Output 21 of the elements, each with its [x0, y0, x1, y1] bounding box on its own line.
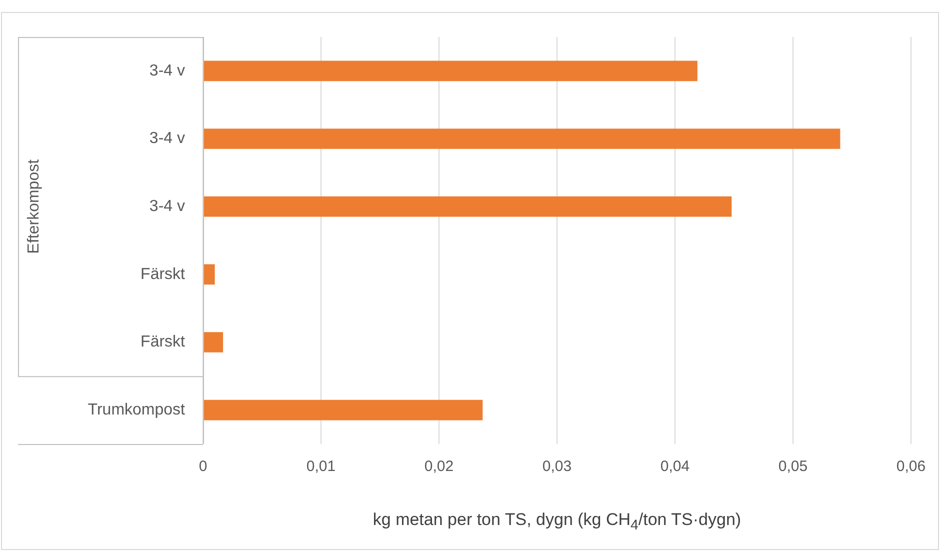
- x-tick-label: 0,06: [896, 458, 926, 476]
- x-tick-label: 0: [198, 458, 208, 476]
- y-axis-title: Efterkompost: [25, 158, 42, 254]
- x-tick-label: 0,04: [660, 458, 690, 476]
- x-tick-label: 0,03: [542, 458, 572, 476]
- bar: [204, 400, 483, 420]
- bar: [204, 128, 840, 149]
- bar: [204, 264, 215, 285]
- x-tick-label: 0,05: [778, 458, 808, 476]
- y-tick-label: Färskt: [140, 334, 186, 351]
- x-axis-title: kg metan per ton TS, dygn (kg CH$_{4}$/ton TS·dygn): [372, 510, 742, 534]
- x-tick-label: 0,02: [424, 458, 454, 476]
- x-tick-label: 0,01: [306, 458, 336, 476]
- bar: [204, 196, 732, 217]
- bar: [204, 332, 224, 352]
- bar: [204, 60, 698, 82]
- y-tick-label: Trumkompost: [88, 401, 186, 418]
- y-tick-label: 3-4 v: [149, 62, 185, 80]
- y-tick-label: 3-4 v: [149, 198, 185, 215]
- y-tick-label: 3-4 v: [149, 130, 185, 148]
- y-tick-label: Färskt: [140, 266, 186, 283]
